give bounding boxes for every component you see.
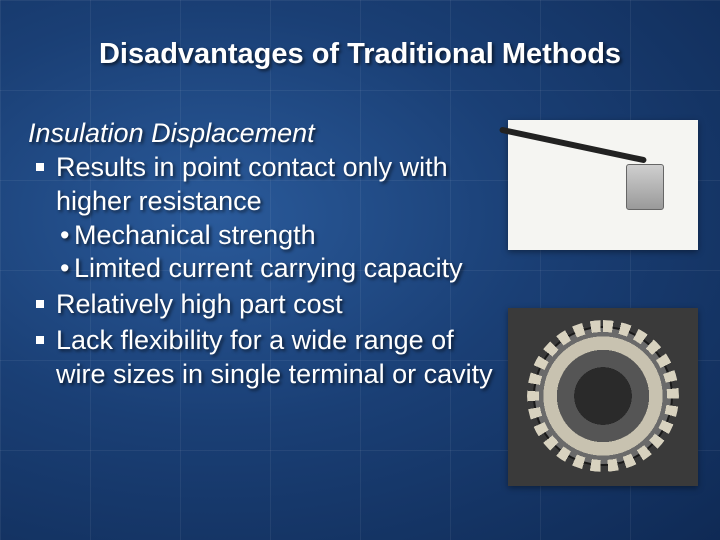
slide-title-text: Disadvantages of Traditional Methods: [99, 38, 621, 70]
bullet-text: Results in point contact only with highe…: [56, 152, 448, 216]
bullet-item: Lack flexibility for a wide range of wir…: [56, 324, 498, 392]
slide-title: Disadvantages of Traditional Methods: [0, 38, 720, 71]
sub-bullet-text: Limited current carrying capacity: [74, 253, 463, 283]
stator-graphic: [533, 326, 673, 466]
subheading: Insulation Displacement: [28, 118, 498, 149]
sub-bullet-text: Mechanical strength: [74, 220, 316, 250]
sub-bullet-item: Limited current carrying capacity: [74, 252, 498, 286]
sub-bullet-item: Mechanical strength: [74, 219, 498, 253]
content-area: Insulation Displacement Results in point…: [28, 118, 498, 393]
wire-graphic: [499, 126, 647, 163]
idc-connector-photo: [508, 120, 698, 250]
subheading-text: Insulation Displacement: [28, 118, 315, 148]
connector-graphic: [626, 164, 664, 210]
bullet-text: Lack flexibility for a wide range of wir…: [56, 325, 493, 389]
sub-bullet-list: Mechanical strength Limited current carr…: [56, 219, 498, 287]
bullet-item: Results in point contact only with highe…: [56, 151, 498, 286]
bullet-list: Results in point contact only with highe…: [28, 151, 498, 391]
motor-stator-photo: [508, 308, 698, 486]
bullet-item: Relatively high part cost: [56, 288, 498, 322]
bullet-text: Relatively high part cost: [56, 289, 343, 319]
